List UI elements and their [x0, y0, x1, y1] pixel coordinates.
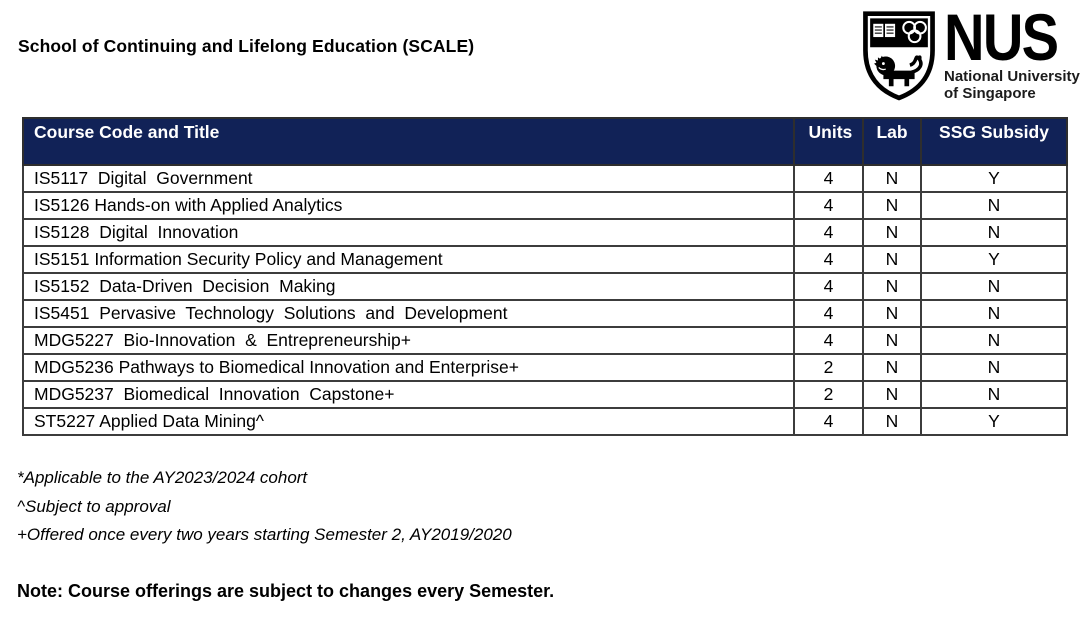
table-row: IS5152 Data-Driven Decision Making 4 N N	[22, 272, 1068, 301]
units-cell: 4	[793, 164, 864, 193]
lion-icon	[874, 55, 923, 87]
ssg-subsidy-cell: N	[920, 299, 1068, 328]
table-row: MDG5236 Pathways to Biomedical Innovatio…	[22, 353, 1068, 382]
table-row: MDG5237 Biomedical Innovation Capstone+ 2…	[22, 380, 1068, 409]
header-ssg-subsidy: SSG Subsidy	[920, 117, 1068, 166]
lab-cell: N	[862, 299, 922, 328]
course-title-cell: IS5128 Digital Innovation	[22, 218, 795, 247]
table-row: IS5117 Digital Government 4 N Y	[22, 164, 1068, 193]
units-cell: 4	[793, 299, 864, 328]
table-row: IS5451 Pervasive Technology Solutions an…	[22, 299, 1068, 328]
book-icon	[873, 23, 896, 38]
logo-name-line2: of Singapore	[944, 84, 1036, 102]
units-cell: 4	[793, 218, 864, 247]
ssg-subsidy-cell: N	[920, 218, 1068, 247]
table-row: IS5128 Digital Innovation 4 N N	[22, 218, 1068, 247]
table-row: MDG5227 Bio-Innovation & Entrepreneurshi…	[22, 326, 1068, 355]
nus-crest-icon	[863, 11, 935, 101]
course-title-cell: IS5117 Digital Government	[22, 164, 795, 193]
units-cell: 4	[793, 407, 864, 436]
header-lab: Lab	[862, 117, 922, 166]
ssg-subsidy-cell: N	[920, 326, 1068, 355]
course-table-body: IS5117 Digital Government 4 N Y IS5126 Hands…	[22, 164, 1068, 436]
rings-icon	[902, 20, 927, 44]
course-table: Course Code and Title Units Lab SSG Subs…	[22, 117, 1068, 436]
units-cell: 4	[793, 191, 864, 220]
lab-cell: N	[862, 272, 922, 301]
nus-logo: NUS National University of Singapore	[860, 0, 1080, 102]
units-cell: 2	[793, 380, 864, 409]
lab-cell: N	[862, 164, 922, 193]
page-title: School of Continuing and Lifelong Educat…	[18, 36, 475, 56]
lab-cell: N	[862, 380, 922, 409]
units-cell: 4	[793, 272, 864, 301]
table-row: ST5227 Applied Data Mining^ 4 N Y	[22, 407, 1068, 436]
nus-wordmark: NUS	[944, 0, 1059, 74]
lab-cell: N	[862, 353, 922, 382]
logo-name-line1: National University	[944, 68, 1080, 85]
lab-cell: N	[862, 245, 922, 274]
lab-cell: N	[862, 407, 922, 436]
ssg-subsidy-cell: N	[920, 380, 1068, 409]
course-title-cell: MDG5237 Biomedical Innovation Capstone+	[22, 380, 795, 409]
table-row: IS5126 Hands-on with Applied Analytics 4 N…	[22, 191, 1068, 220]
footnotes: *Applicable to the AY2023/2024 cohort ^S…	[17, 464, 512, 550]
table-row: IS5151 Information Security Policy and M…	[22, 245, 1068, 274]
units-cell: 2	[793, 353, 864, 382]
course-title-cell: ST5227 Applied Data Mining^	[22, 407, 795, 436]
course-title-cell: IS5151 Information Security Policy and M…	[22, 245, 795, 274]
lab-cell: N	[862, 326, 922, 355]
course-title-cell: IS5451 Pervasive Technology Solutions an…	[22, 299, 795, 328]
table-header-row: Course Code and Title Units Lab SSG Subs…	[22, 117, 1068, 166]
course-title-cell: MDG5236 Pathways to Biomedical Innovatio…	[22, 353, 795, 382]
units-cell: 4	[793, 326, 864, 355]
course-title-cell: IS5152 Data-Driven Decision Making	[22, 272, 795, 301]
note-course-offerings: Note: Course offerings are subject to ch…	[17, 581, 555, 601]
footnote-approval: ^Subject to approval	[17, 496, 171, 516]
header-units-label: Units	[808, 122, 853, 142]
ssg-subsidy-cell: N	[920, 191, 1068, 220]
lab-cell: N	[862, 191, 922, 220]
footnote-offered: +Offered once every two years starting S…	[17, 525, 512, 544]
ssg-subsidy-cell: Y	[920, 407, 1068, 436]
ssg-subsidy-cell: Y	[920, 245, 1068, 274]
header-course-code-title: Course Code and Title	[22, 117, 795, 166]
ssg-subsidy-cell: N	[920, 353, 1068, 382]
course-title-cell: IS5126 Hands-on with Applied Analytics	[22, 191, 795, 220]
header-units: Units	[793, 117, 864, 166]
ssg-subsidy-cell: Y	[920, 164, 1068, 193]
course-title-cell: MDG5227 Bio-Innovation & Entrepreneurshi…	[22, 326, 795, 355]
units-cell: 4	[793, 245, 864, 274]
ssg-subsidy-cell: N	[920, 272, 1068, 301]
lab-cell: N	[862, 218, 922, 247]
footnote-cohort: *Applicable to the AY2023/2024 cohort	[17, 468, 308, 487]
